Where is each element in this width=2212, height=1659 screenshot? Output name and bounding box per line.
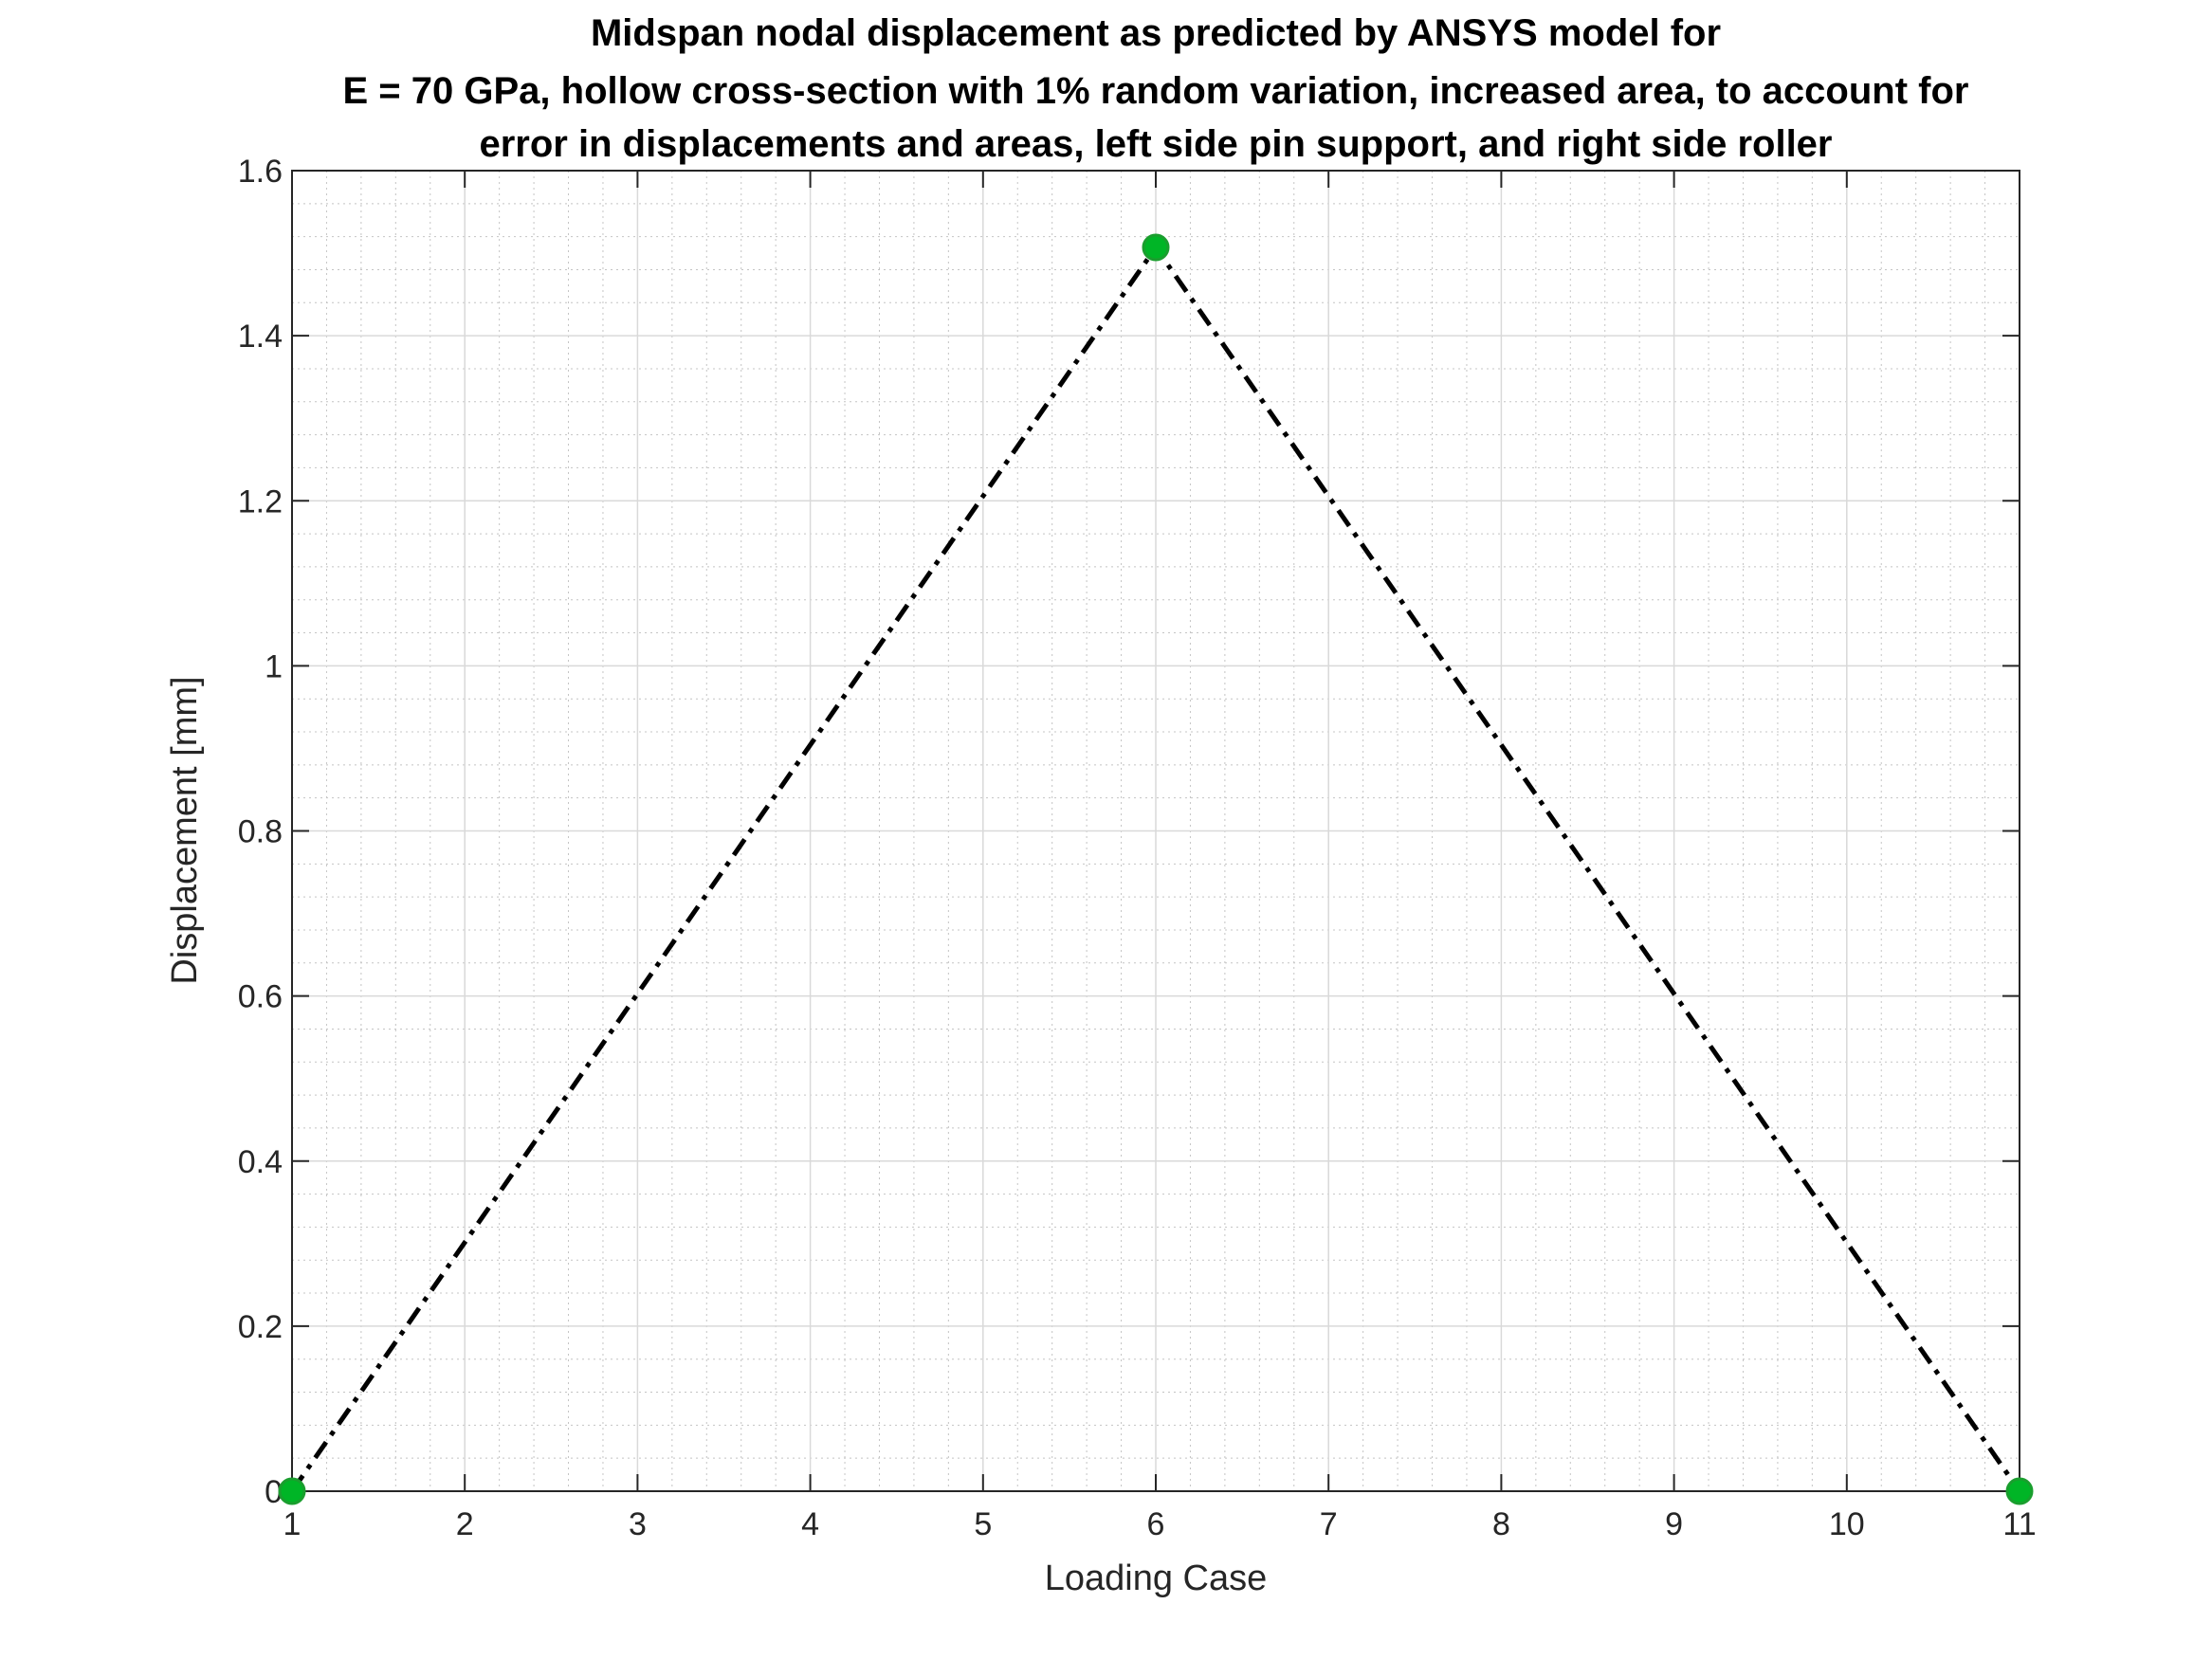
data-point <box>1142 233 1170 262</box>
series-layer <box>278 233 2034 1505</box>
y-tick-label: 1.4 <box>238 319 283 355</box>
x-tick-label: 9 <box>1665 1506 1683 1542</box>
y-tick-label: 1.6 <box>238 154 283 190</box>
x-tick-label: 6 <box>1147 1506 1165 1542</box>
plot-frame <box>291 170 2020 1492</box>
y-tick-label: 0.4 <box>238 1144 283 1180</box>
x-tick-label: 8 <box>1492 1506 1510 1542</box>
x-tick-label: 7 <box>1320 1506 1338 1542</box>
x-tick-label: 10 <box>1829 1506 1865 1542</box>
data-point <box>2005 1477 2034 1505</box>
chart-title-line-2: E = 70 GPa, hollow cross-section with 1%… <box>343 70 1969 112</box>
y-tick-label: 0.2 <box>238 1309 283 1345</box>
chart-title-line-3: error in displacements and areas, left s… <box>479 123 1832 165</box>
chart-title-line-1: Midspan nodal displacement as predicted … <box>591 12 1721 54</box>
chart-title: Midspan nodal displacement as predicted … <box>343 12 1969 165</box>
y-tick-label: 0.6 <box>238 979 283 1015</box>
y-axis-label: Displacement [mm] <box>165 676 205 984</box>
data-point <box>278 1477 306 1505</box>
y-tick-label: 0 <box>265 1474 283 1510</box>
x-tick-label: 2 <box>456 1506 474 1542</box>
x-tick-label: 4 <box>801 1506 819 1542</box>
x-tick-labels: 1 2 3 4 5 6 7 8 9 10 11 <box>283 1506 2037 1542</box>
y-tick-label: 1 <box>265 648 283 684</box>
x-tick-label: 1 <box>283 1506 302 1542</box>
x-axis-label: Loading Case <box>1045 1559 1268 1598</box>
y-tick-labels: 0 0.2 0.4 0.6 0.8 1 1.2 1.4 1.6 <box>238 154 283 1510</box>
y-tick-label: 0.8 <box>238 814 283 850</box>
y-tick-label: 1.2 <box>238 483 283 520</box>
x-tick-label: 11 <box>2002 1506 2036 1542</box>
x-tick-label: 3 <box>629 1506 647 1542</box>
x-tick-label: 5 <box>974 1506 992 1542</box>
